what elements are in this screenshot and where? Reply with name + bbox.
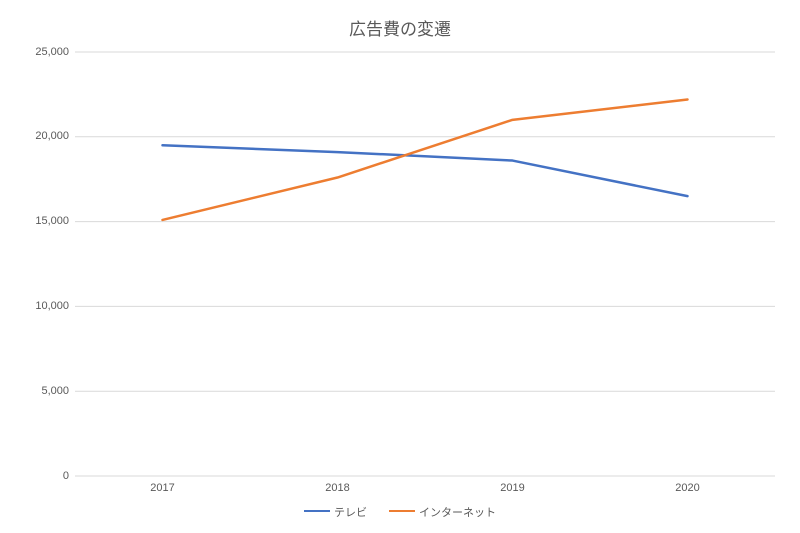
legend-swatch [389, 510, 415, 512]
x-tick-label: 2020 [675, 482, 699, 494]
y-tick-label: 10,000 [35, 300, 69, 312]
y-tick-label: 15,000 [35, 215, 69, 227]
x-tick-label: 2019 [500, 482, 524, 494]
line-chart: 広告費の変遷 05,00010,00015,00020,00025,000 20… [0, 0, 800, 533]
chart-plot-area [0, 0, 800, 533]
series-line-1 [163, 99, 688, 219]
y-tick-label: 25,000 [35, 46, 69, 58]
legend-swatch [304, 510, 330, 512]
y-tick-label: 0 [63, 470, 69, 482]
x-tick-label: 2017 [150, 482, 174, 494]
y-tick-label: 20,000 [35, 130, 69, 142]
series-line-0 [163, 145, 688, 196]
legend-label: インターネット [419, 504, 496, 520]
legend-label: テレビ [334, 504, 367, 520]
y-tick-label: 5,000 [41, 385, 69, 397]
x-tick-label: 2018 [325, 482, 349, 494]
